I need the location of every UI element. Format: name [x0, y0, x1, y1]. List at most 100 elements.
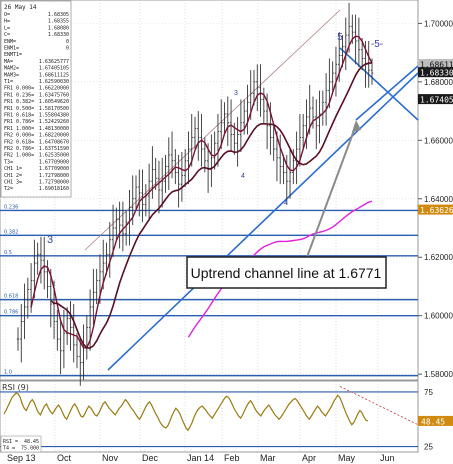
wave-label: 3 — [47, 234, 53, 246]
annotation-text: Uptrend channel line at 1.6771 — [191, 265, 382, 281]
info-value: 1.68330 — [48, 32, 69, 38]
price-tick-label: 1.60000 — [424, 312, 453, 321]
price-tag-label: 1.68611 — [420, 61, 453, 70]
info-value: 1.72798000 — [39, 173, 69, 179]
info-value: 1.63625777 — [39, 59, 69, 65]
rsi-plot-frame — [0, 380, 419, 453]
fib-level-label: 0.5 — [4, 250, 12, 256]
info-key: T1= — [4, 79, 13, 85]
info-value: 1.48130000 — [39, 126, 69, 132]
wedge-line-upper — [339, 47, 419, 121]
info-key: ENM1= — [4, 46, 19, 52]
ma-fast-line — [30, 35, 373, 349]
info-key: MA= — [4, 59, 13, 65]
info-value: 1.72798000 — [39, 180, 69, 186]
info-key: ENMT1= — [4, 52, 22, 58]
price-tag — [418, 204, 453, 215]
wedge-line-lower — [355, 65, 419, 121]
price-tag-label: 1.67405 — [420, 96, 453, 105]
info-key: T2= — [4, 186, 13, 192]
info-value: 1.64708670 — [39, 139, 69, 145]
info-key: MAM3= — [4, 72, 19, 78]
price-tick-label: 1.66000 — [424, 136, 453, 145]
info-key: FR1 0.500= — [4, 106, 34, 112]
info-key: H= — [4, 19, 10, 25]
ma-long-line — [187, 200, 373, 338]
info-key: MAM2= — [4, 66, 19, 72]
price-tick-label: 1.70000 — [424, 19, 453, 28]
rsi-info-value: 75.000 — [21, 446, 39, 452]
info-value: 1.63475760 — [39, 92, 69, 98]
info-value: 1.68355 — [48, 19, 69, 25]
annotation-arrow — [306, 124, 357, 258]
info-key: FR2 0.786= — [4, 146, 34, 152]
wave-label: 3 — [234, 90, 238, 97]
info-value: 1.68611125 — [39, 72, 69, 78]
wave-label: 4 — [241, 173, 245, 180]
rsi-panel — [0, 380, 419, 453]
info-key: CH1 2= — [4, 173, 22, 179]
x-tick-label: Oct — [57, 453, 72, 463]
fib-level-label: 0.618 — [4, 294, 18, 300]
rsi-tick-label: 75 — [424, 388, 433, 397]
rsi-info-key: RSI = — [3, 439, 18, 445]
rsi-line — [3, 392, 369, 432]
info-value: 1.69018160 — [39, 186, 69, 192]
info-panel: 26 May 14 O= 1.68305 H= 1.68355 L= 1.68080 C= 1… — [0, 0, 72, 198]
fib-level-label: 0.382 — [4, 229, 18, 235]
x-tick-label: Jan 14 — [187, 453, 214, 463]
x-tick-label: May — [338, 453, 356, 463]
fib-level-label: 1.0 — [4, 370, 12, 376]
info-key: FR1 0.382= — [4, 99, 34, 105]
x-tick-label: Apr — [302, 453, 316, 463]
x-tick-label: Mar — [260, 453, 276, 463]
info-key: FR1 0.618= — [4, 113, 34, 119]
upper-channel-line — [84, 9, 341, 251]
price-tag — [418, 59, 453, 70]
rsi-current-tag — [418, 415, 453, 426]
rsi-info-panel: RSI = 48.45 T4 = 75.000 — [0, 435, 42, 453]
info-value: 1.67405105 — [39, 66, 69, 72]
x-tick-label: Sep 13 — [7, 453, 36, 463]
info-value: 1.62535000 — [39, 153, 69, 159]
info-value: 1.58170500 — [39, 106, 69, 112]
info-key: FR1 0.786= — [4, 119, 34, 125]
fib-level-label: 0.786 — [4, 310, 18, 316]
info-value: 1.68305 — [48, 12, 69, 18]
annotation-callout: Uptrend channel line at 1.6771 — [186, 120, 387, 289]
rsi-info-key: T4 = — [3, 446, 15, 452]
ma-slow-line — [50, 62, 372, 349]
rsi-info-value: 48.45 — [24, 439, 39, 445]
info-key: L= — [4, 25, 10, 31]
wave-label: 5 — [337, 32, 343, 43]
info-value: 1.68080 — [48, 25, 69, 31]
annotation-arrowhead — [352, 120, 361, 132]
info-value: 1.67709000 — [39, 159, 69, 165]
info-key: CH1 1= — [4, 166, 22, 172]
price-tag — [418, 94, 453, 105]
rsi-title: RSI (9) — [2, 383, 29, 392]
info-value: 1.62590030 — [39, 79, 69, 85]
info-value: 1.60549620 — [39, 99, 69, 105]
info-key: FR2 0.000= — [4, 133, 34, 139]
info-key: CH1 3= — [4, 180, 22, 186]
info-value: 1.52429260 — [39, 119, 69, 125]
price-tag-label: 1.63626 — [420, 206, 453, 215]
info-value: 1.68220000 — [39, 133, 69, 139]
info-value: 1.55804380 — [39, 113, 69, 119]
info-panel-box — [0, 0, 72, 198]
wave-label: -5- — [371, 39, 383, 50]
uptrend-channel-line — [107, 72, 419, 371]
rsi-info-box — [0, 435, 42, 453]
price-tick-label: 1.64000 — [424, 195, 453, 204]
info-key: FR1 0.000= — [4, 86, 34, 92]
info-key: FR1 1.000= — [4, 126, 34, 132]
price-tick-label: 1.62000 — [424, 253, 453, 262]
info-key: FR2 0.618= — [4, 139, 34, 145]
price-tag-label: 1.68330 — [420, 69, 453, 78]
price-tick-label: 1.58000 — [424, 370, 453, 379]
x-tick-label: Dec — [142, 453, 159, 463]
info-date: 26 May 14 — [4, 4, 37, 11]
rsi-tick-label: 25 — [424, 443, 433, 452]
info-key: FR2 1.000= — [4, 153, 34, 159]
